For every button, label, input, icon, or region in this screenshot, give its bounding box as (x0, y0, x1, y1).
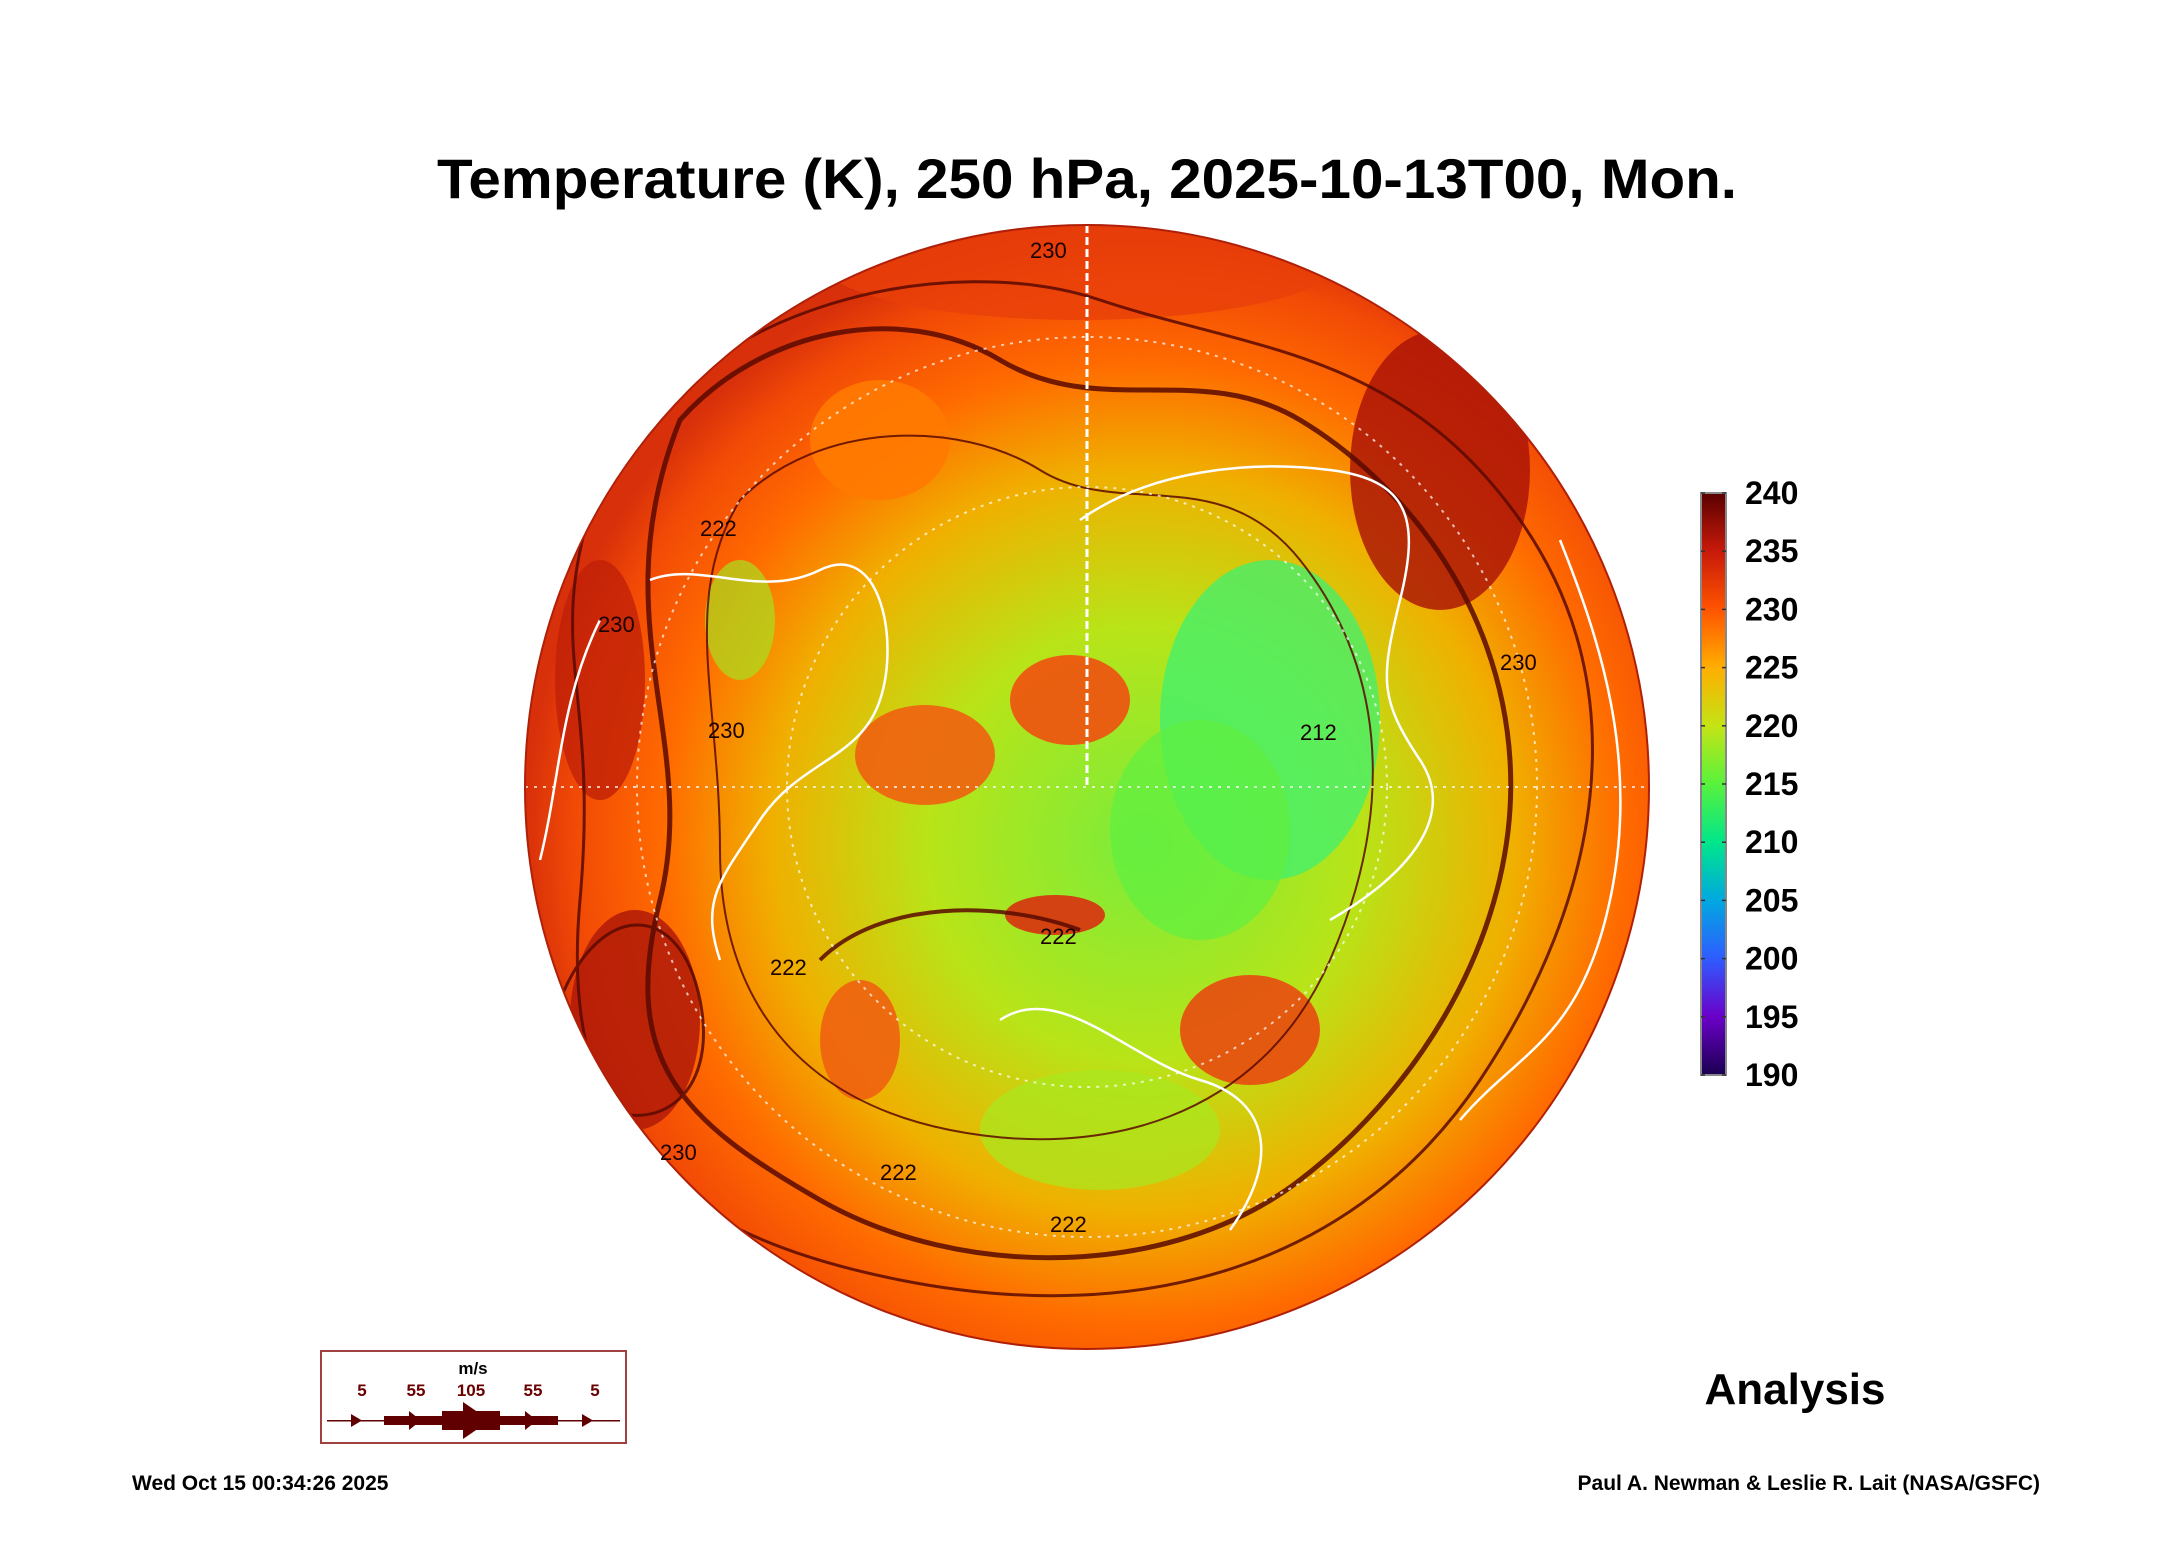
contour-label: 222 (1050, 1212, 1087, 1237)
wind-speed-legend: m/s 5 55 105 55 5 (320, 1350, 627, 1444)
warm-region (1180, 975, 1320, 1085)
wind-legend-value: 55 (524, 1381, 543, 1400)
streamlines (558, 280, 1594, 1298)
contour-label: 230 (598, 612, 635, 637)
analysis-label: Analysis (1705, 1365, 1886, 1414)
colorbar-tick-label: 235 (1745, 533, 1798, 569)
cool-region (1110, 720, 1290, 940)
contour-label: 230 (1500, 650, 1537, 675)
contour-label: 222 (770, 955, 807, 980)
colorbar-tick-label: 225 (1745, 650, 1798, 686)
contour-label: 230 (660, 1140, 697, 1165)
warm-region (1005, 895, 1105, 935)
chart-title: Temperature (K), 250 hPa, 2025-10-13T00,… (437, 147, 1737, 210)
warm-region (820, 225, 1340, 320)
cool-region (705, 560, 775, 680)
colorbar-tick-label: 210 (1745, 824, 1798, 860)
footer-timestamp: Wed Oct 15 00:34:26 2025 (132, 1472, 389, 1495)
contour-label: 230 (708, 718, 745, 743)
colorbar-tick-label: 205 (1745, 882, 1798, 918)
wind-legend-units: m/s (458, 1359, 487, 1378)
warm-region (855, 705, 995, 805)
cool-region (980, 1070, 1220, 1190)
coastlines (538, 465, 1622, 1231)
wind-legend-value: 5 (357, 1381, 366, 1400)
colorbar-tick-label: 220 (1745, 708, 1798, 744)
warm-region (555, 560, 645, 800)
wind-legend-value: 5 (590, 1381, 599, 1400)
colorbar-tick-label: 215 (1745, 766, 1798, 802)
contour-label: 222 (880, 1160, 917, 1185)
colorbar-tick-label: 200 (1745, 941, 1798, 977)
colorbar: 240 235 230 225 220 215 210 205 200 195 190 (1700, 475, 1798, 1093)
globe-border (524, 224, 1650, 1350)
contour-label: 222 (1040, 924, 1077, 949)
contour-label: 230 (1030, 238, 1067, 263)
wind-legend-value: 55 (407, 1381, 426, 1400)
warm-region (1350, 330, 1530, 610)
wind-legend-value: 105 (457, 1381, 485, 1400)
warm-region (1010, 655, 1130, 745)
colorbar-tick-label: 240 (1745, 475, 1798, 511)
warm-region (820, 980, 900, 1100)
polar-temperature-map: 230 222 230 230 212 222 222 230 222 222 … (524, 224, 1650, 1350)
warm-region (810, 380, 950, 500)
wind-legend-arrow (327, 1402, 620, 1439)
colorbar-gradient (1700, 492, 1727, 1076)
contour-label: 222 (700, 516, 737, 541)
colorbar-tick-label: 230 (1745, 591, 1798, 627)
colorbar-tick-label: 190 (1745, 1057, 1798, 1093)
graticule (525, 336, 1649, 1238)
contour-label: 212 (1300, 720, 1337, 745)
footer-credit: Paul A. Newman & Leslie R. Lait (NASA/GS… (1578, 1472, 2040, 1495)
colorbar-tick-label: 195 (1745, 999, 1798, 1035)
